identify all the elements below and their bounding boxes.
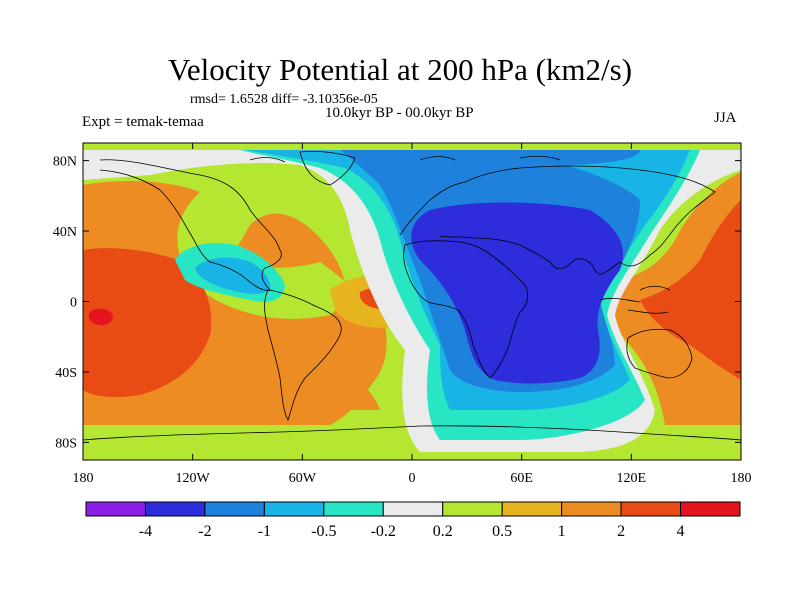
colorbar-swatch — [561, 501, 622, 517]
coast-eurasia — [399, 165, 716, 275]
x-tick-label: 0 — [409, 471, 416, 486]
y-tick-label: 0 — [70, 296, 77, 311]
coast-africa — [403, 240, 529, 379]
colorbar-swatch — [501, 501, 563, 517]
colorbar-label: -0.2 — [371, 523, 396, 540]
x-tick-label: 60E — [510, 471, 533, 486]
y-tick-label: 40S — [55, 366, 77, 381]
colorbar-swatch — [85, 501, 146, 517]
colorbar-swatch — [204, 501, 265, 517]
colorbar-swatch — [680, 501, 741, 517]
colorbar-swatch — [442, 501, 503, 517]
contour-darkblue — [411, 202, 624, 384]
colorbar-label: 4 — [677, 523, 685, 540]
x-tick-label: 60W — [289, 471, 317, 486]
contour-lightblue-caribbean — [195, 257, 271, 294]
y-tick-label: 80N — [53, 155, 77, 170]
coast-australia — [626, 328, 693, 379]
colorbar-label: 0.2 — [433, 523, 453, 540]
coastlines — [83, 150, 741, 441]
x-tick-label: 120E — [617, 471, 647, 486]
coast-indonesia — [599, 285, 671, 314]
coast-greenland — [299, 150, 356, 186]
x-tick-label: 180 — [73, 471, 94, 486]
colorbar-swatch — [263, 501, 325, 517]
colorbar-swatch — [382, 501, 444, 517]
contour-red-eastpac — [83, 248, 212, 398]
contour-red-east — [640, 200, 741, 380]
coast-antarctica — [83, 425, 741, 441]
x-tick-label: 120W — [176, 471, 211, 486]
colorbar-label: -2 — [198, 523, 211, 540]
coast-north-america — [99, 159, 282, 291]
contour-field — [83, 143, 741, 460]
colorbar-label: 0.5 — [492, 523, 512, 540]
colorbar: -4 -2 -1 -0.5 -0.2 0.2 0.5 1 2 4 — [85, 501, 741, 540]
coast-arctic-islands — [249, 155, 561, 163]
contour-blue-north — [360, 150, 640, 165]
season-label: JJA — [714, 110, 737, 126]
experiment-label: Expt = temak-temaa — [82, 114, 204, 130]
y-tick-label: 80S — [55, 436, 77, 451]
chart-title: Velocity Potential at 200 hPa (km2/s) — [167, 52, 633, 87]
x-tick-label: 180 — [731, 471, 752, 486]
y-axis: 80N 40N 0 40S 80S — [53, 155, 741, 451]
rmsd-diff-label: rmsd= 1.6528 diff= -3.10356e-05 — [190, 92, 378, 107]
coast-south-america — [264, 289, 342, 421]
colorbar-swatch — [620, 501, 682, 517]
colorbar-label: 1 — [558, 523, 566, 540]
y-tick-label: 40N — [53, 225, 77, 240]
colorbar-label: -0.5 — [311, 523, 336, 540]
colorbar-label: -4 — [139, 523, 152, 540]
colorbar-label: -1 — [258, 523, 271, 540]
contour-deepred-core — [88, 308, 113, 326]
colorbar-swatch — [144, 501, 206, 517]
x-axis: 180 120W 60W 0 60E 120E 180 — [73, 143, 752, 486]
period-label: 10.0kyr BP - 00.0kyr BP — [325, 105, 474, 121]
colorbar-swatch — [323, 501, 384, 517]
colorbar-label: 2 — [617, 523, 625, 540]
